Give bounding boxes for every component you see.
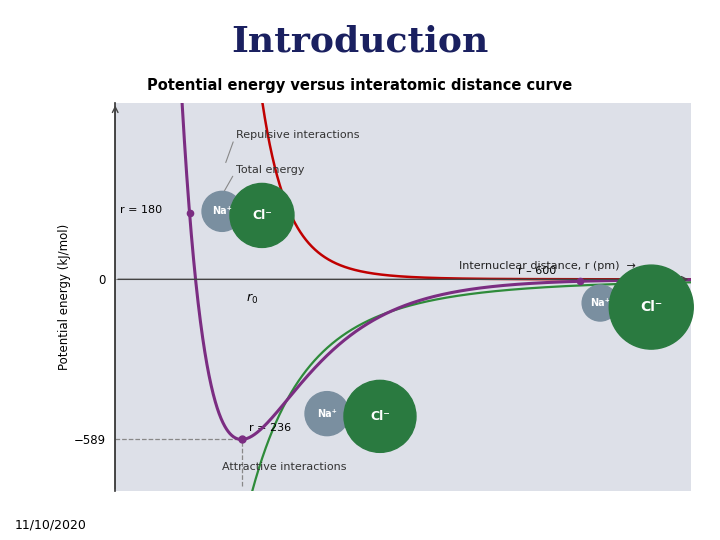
Text: Cl⁻: Cl⁻ xyxy=(252,209,272,222)
Text: Potential energy versus interatomic distance curve: Potential energy versus interatomic dist… xyxy=(148,78,572,93)
Text: Cl⁻: Cl⁻ xyxy=(640,300,662,314)
Ellipse shape xyxy=(609,265,693,349)
Text: Repulsive interactions: Repulsive interactions xyxy=(236,130,359,140)
Text: 11/10/2020: 11/10/2020 xyxy=(14,519,86,532)
Text: Cl⁻: Cl⁻ xyxy=(370,410,390,423)
Text: r – 600: r – 600 xyxy=(518,266,557,276)
Ellipse shape xyxy=(582,285,618,321)
Text: Internuclear distance, r (pm)  →: Internuclear distance, r (pm) → xyxy=(459,261,636,271)
Text: r = 236: r = 236 xyxy=(249,423,291,433)
Text: Na⁺: Na⁺ xyxy=(590,298,610,308)
Ellipse shape xyxy=(344,380,416,453)
Text: r = 180: r = 180 xyxy=(120,205,162,215)
Text: Introduction: Introduction xyxy=(231,24,489,58)
Text: Na⁺: Na⁺ xyxy=(317,409,337,419)
Ellipse shape xyxy=(202,191,242,231)
Text: Total energy: Total energy xyxy=(236,165,305,176)
Y-axis label: Potential energy (kJ/mol): Potential energy (kJ/mol) xyxy=(58,224,71,370)
Ellipse shape xyxy=(230,184,294,247)
Text: Attractive interactions: Attractive interactions xyxy=(222,462,346,471)
Text: Na⁺: Na⁺ xyxy=(212,206,232,217)
Text: $r_0$: $r_0$ xyxy=(246,292,258,306)
Ellipse shape xyxy=(305,392,349,436)
